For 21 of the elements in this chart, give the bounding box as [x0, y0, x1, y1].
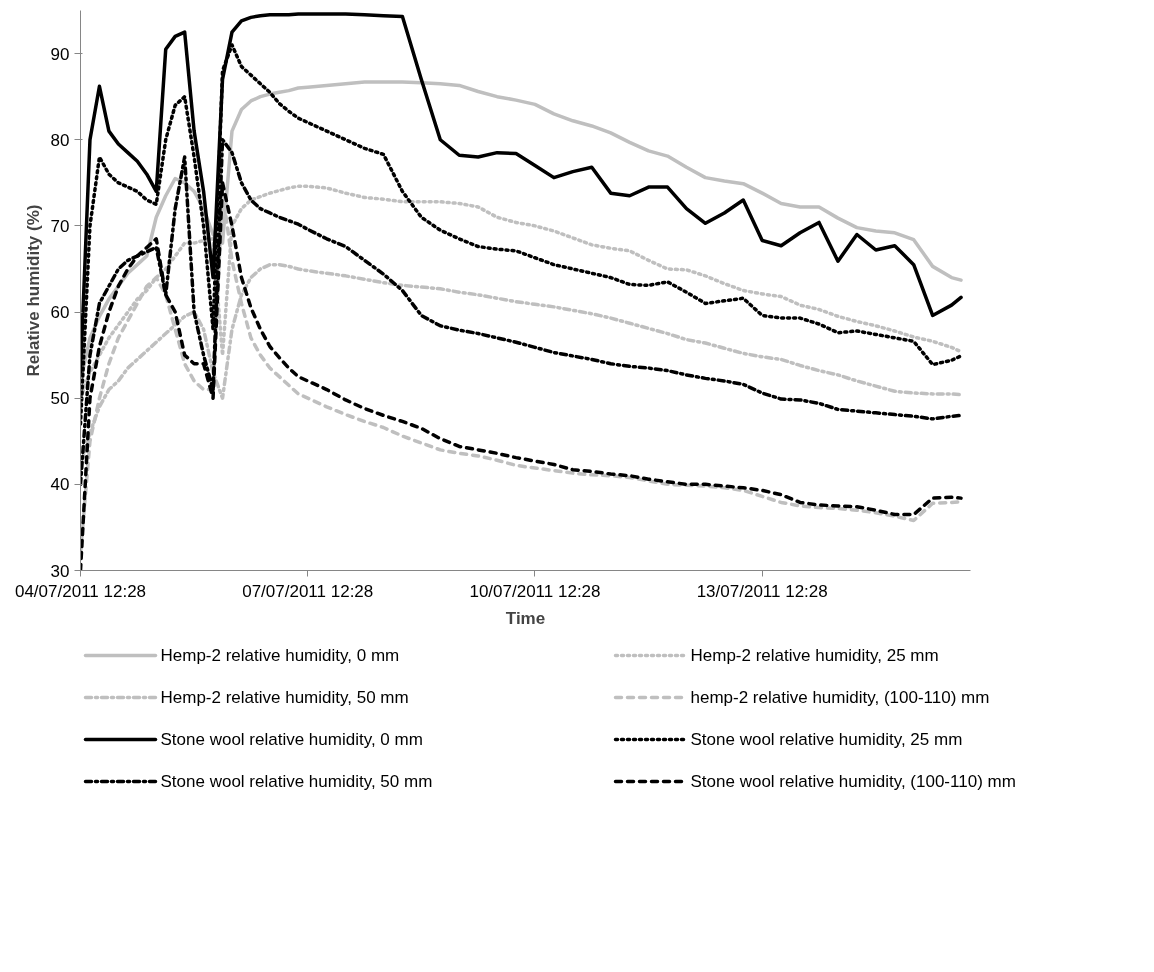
x-tick-label: 13/07/2011 12:28	[696, 581, 828, 601]
x-axis-title: Time	[505, 608, 546, 628]
y-tick-label: 50	[50, 389, 70, 409]
y-tick-label: 70	[50, 216, 70, 236]
x-tick-label: 10/07/2011 12:28	[469, 581, 601, 601]
legend-label: Stone wool relative humidity, 50 mm	[160, 772, 433, 791]
legend-label: hemp-2 relative humidity, (100-110) mm	[690, 688, 990, 707]
legend-label: Stone wool relative humidity, (100-110) mm	[690, 772, 1016, 791]
legend-label: Hemp-2 relative humidity, 25 mm	[690, 646, 939, 665]
x-tick-label: 04/07/2011 12:28	[14, 581, 147, 601]
y-tick-label: 40	[50, 475, 70, 495]
y-tick-label: 80	[50, 130, 70, 150]
y-axis-title: Relative humidity (%)	[23, 204, 43, 377]
legend-label: Hemp-2 relative humidity, 0 mm	[160, 646, 400, 665]
legend-label: Stone wool relative humidity, 25 mm	[690, 730, 963, 749]
y-tick-label: 30	[50, 561, 70, 581]
x-tick-label: 07/07/2011 12:28	[242, 581, 374, 601]
legend-label: Hemp-2 relative humidity, 50 mm	[160, 688, 409, 707]
legend-label: Stone wool relative humidity, 0 mm	[160, 730, 423, 749]
y-tick-label: 90	[50, 44, 70, 64]
y-tick-label: 60	[50, 303, 70, 323]
